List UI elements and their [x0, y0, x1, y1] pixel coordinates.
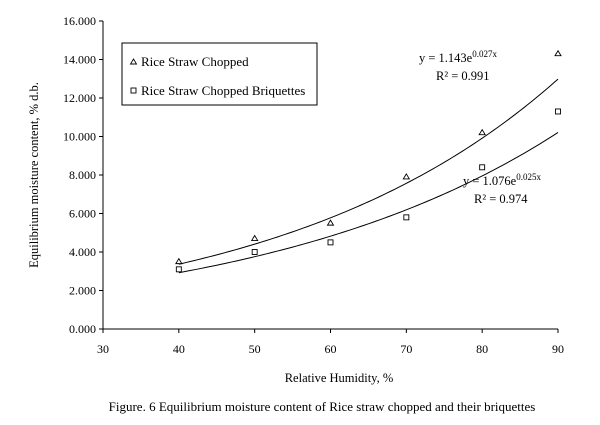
- data-point-series-1: [175, 257, 183, 265]
- y-tick-label: 0.000: [69, 322, 96, 336]
- y-tick-label: 4.000: [69, 245, 96, 259]
- data-point-series-1: [250, 234, 259, 241]
- x-tick-label: 70: [400, 342, 412, 356]
- equation-series-2: y = 1.076e0.025x R² = 0.974: [463, 172, 541, 206]
- trendline-series-1: [178, 78, 559, 265]
- y-tick-label: 6.000: [69, 207, 96, 221]
- y-tick-label: 14.000: [63, 53, 96, 67]
- data-point-series-2: [175, 266, 182, 273]
- data-point-series-1: [326, 219, 335, 226]
- legend-marker-square: [130, 87, 137, 94]
- data-point-series-2: [555, 108, 561, 115]
- data-point-series-1: [478, 128, 486, 136]
- figure-caption: Figure. 6 Equilibrium moisture content o…: [109, 399, 536, 414]
- legend: Rice Straw Chopped Rice Straw Chopped Br…: [121, 42, 318, 106]
- plot-area: 0.000 2.000 4.000 6.000 8.000 10.000 12.000 14.…: [63, 14, 564, 356]
- trendline-series-2: [178, 132, 559, 274]
- y-tick-label: 16.000: [63, 14, 96, 28]
- r-squared-series-2: R² = 0.974: [474, 192, 528, 206]
- data-point-series-2: [251, 249, 258, 255]
- legend-marker-triangle: [129, 58, 138, 65]
- equation-series-1: y = 1.143e0.027x R² = 0.991: [419, 49, 497, 83]
- data-point-series-1: [402, 173, 411, 180]
- equation-text-series-2: y = 1.076e0.025x: [463, 172, 541, 188]
- data-point-series-2: [403, 214, 410, 221]
- legend-label-series-1: Rice Straw Chopped: [141, 54, 249, 69]
- y-axis-title: Equilibrium moisture content, % d.b.: [27, 82, 41, 268]
- data-point-series-2: [327, 239, 334, 246]
- x-tick-label: 50: [249, 342, 261, 356]
- data-point-series-2: [479, 164, 486, 171]
- y-tick-label: 10.000: [63, 130, 96, 144]
- x-tick-label: 90: [552, 342, 564, 356]
- legend-box: [121, 42, 318, 106]
- x-tick-label: 30: [97, 342, 109, 356]
- y-tick-label: 12.000: [63, 91, 96, 105]
- y-tick-label: 8.000: [69, 168, 96, 182]
- x-tick-label: 60: [325, 342, 337, 356]
- r-squared-series-1: R² = 0.991: [436, 69, 490, 83]
- x-axis-title: Relative Humidity, %: [285, 371, 394, 385]
- equation-text-series-1: y = 1.143e0.027x: [419, 49, 497, 65]
- data-point-series-1: [554, 49, 562, 57]
- x-tick-label: 80: [476, 342, 488, 356]
- y-tick-label: 2.000: [69, 284, 96, 298]
- legend-label-series-2: Rice Straw Chopped Briquettes: [141, 83, 305, 98]
- x-tick-label: 40: [173, 342, 185, 356]
